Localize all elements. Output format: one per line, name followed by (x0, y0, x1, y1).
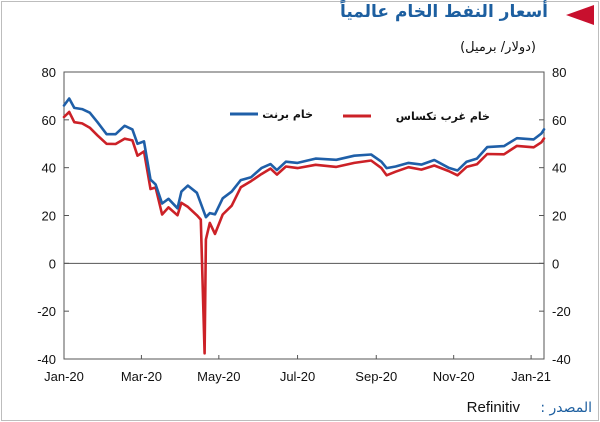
y-tick-label-left: -20 (37, 304, 56, 319)
y-tick-label-right: 60 (552, 113, 566, 128)
brent-series-line (62, 97, 546, 219)
x-tick-label: Jul-20 (280, 369, 315, 384)
y-tick-label-left: -40 (37, 352, 56, 367)
y-tick-label-left: 20 (42, 209, 56, 224)
y-tick-label-right: 20 (552, 209, 566, 224)
x-tick-label: Sep-20 (355, 369, 397, 384)
wti-series-line (62, 110, 546, 355)
x-tick-label: May-20 (197, 369, 240, 384)
y-tick-label-left: 60 (42, 113, 56, 128)
y-tick-label-right: -20 (552, 304, 571, 319)
x-tick-label: Jan-20 (44, 369, 84, 384)
title-triangle-icon (566, 5, 594, 25)
y-tick-label-left: 40 (42, 161, 56, 176)
y-tick-label-left: 80 (42, 65, 56, 80)
x-tick-label: Mar-20 (121, 369, 162, 384)
x-tick-label: Jan-21 (511, 369, 551, 384)
x-tick-label: Nov-20 (433, 369, 475, 384)
source-label: المصدر : (540, 400, 592, 416)
chart-title: أسعار النفط الخام عالمياً (339, 2, 548, 22)
y-tick-label-right: 0 (552, 256, 559, 271)
legend-wti-label: خام غرب تكساس (396, 110, 490, 123)
source-name: Refinitiv (466, 399, 520, 416)
y-tick-label-right: -40 (552, 352, 571, 367)
y-tick-label-right: 80 (552, 65, 566, 80)
y-tick-label-right: 40 (552, 161, 566, 176)
legend-brent-label: خام برنت (262, 108, 313, 121)
unit-label: (دولار/ برميل) (460, 40, 536, 55)
y-tick-label-left: 0 (49, 256, 56, 271)
